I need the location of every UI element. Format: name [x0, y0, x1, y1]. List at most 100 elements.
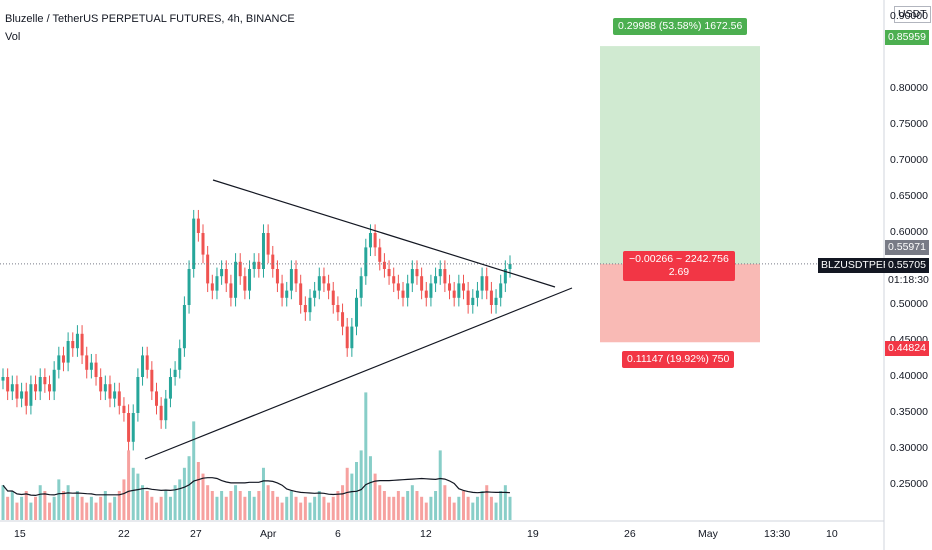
candle-body: [29, 384, 33, 406]
volume-bar: [508, 496, 512, 520]
candle-body: [6, 377, 10, 392]
volume-bar: [127, 450, 131, 520]
candle-body: [378, 247, 382, 262]
candle-body: [429, 283, 433, 298]
candle-body: [80, 333, 84, 356]
candle-body: [136, 377, 140, 413]
time-tick: 22: [118, 528, 130, 540]
candle-body: [10, 384, 14, 392]
volume-bar: [192, 421, 196, 520]
volume-bar: [261, 467, 265, 520]
candle-body: [113, 391, 117, 399]
volume-bar: [113, 496, 117, 520]
candle-body: [210, 283, 214, 291]
volume-bar: [466, 496, 470, 520]
time-tick: 15: [14, 528, 26, 540]
candle-body: [489, 290, 493, 305]
candle-body: [364, 247, 368, 277]
candle-body: [350, 326, 354, 349]
volume-bar: [327, 502, 331, 520]
candle-body: [89, 362, 93, 370]
volume-bar: [229, 491, 233, 520]
volume-bar: [66, 485, 70, 520]
candle-body: [15, 384, 19, 399]
price-tick: 0.90000: [890, 10, 928, 22]
volume-bar: [85, 502, 89, 520]
volume-bar: [34, 496, 38, 520]
volume-bar: [6, 496, 10, 520]
countdown-badge: 01:18:30: [885, 273, 932, 288]
candle-body: [108, 384, 112, 399]
candle-body: [43, 377, 47, 385]
entry-label-line2: 2.69: [668, 266, 690, 278]
volume-bar: [313, 496, 317, 520]
volume-bar: [215, 496, 219, 520]
volume-bar: [378, 485, 382, 520]
volume-bar: [224, 496, 228, 520]
candle-body: [327, 283, 331, 291]
entry-label: −0.00266 ~ 2242.756 2.69: [623, 251, 735, 281]
candle-body: [122, 405, 126, 413]
candle-body: [168, 377, 172, 399]
candle-body: [396, 283, 400, 291]
candle-body: [182, 305, 186, 349]
volume-bar: [38, 485, 42, 520]
volume-bar: [94, 502, 98, 520]
currency-button[interactable]: USDT: [894, 6, 931, 23]
candle-body: [99, 377, 103, 392]
candle-body: [368, 233, 372, 248]
volume-bar: [499, 491, 503, 520]
volume-bar: [210, 491, 214, 520]
time-tick: May: [698, 528, 718, 540]
candle-body: [150, 369, 154, 392]
volume-bar: [178, 479, 182, 520]
volume-bar: [150, 496, 154, 520]
price-tick: 0.65000: [890, 190, 928, 202]
candle-body: [443, 269, 447, 284]
candle-body: [424, 290, 428, 298]
candle-body: [359, 276, 363, 298]
candle-body: [85, 355, 89, 370]
candle-body: [57, 355, 61, 370]
candle-body: [178, 348, 182, 370]
volume-bar: [396, 491, 400, 520]
volume-bar: [494, 502, 498, 520]
volume-bar: [108, 502, 112, 520]
candle-body: [206, 254, 210, 284]
stop-label: 0.11147 (19.92%) 750: [622, 351, 735, 368]
candle-body: [196, 218, 200, 233]
volume-bar: [243, 496, 247, 520]
candle-body: [373, 233, 377, 248]
volume-bar: [182, 467, 186, 520]
time-tick: 10: [826, 528, 838, 540]
candle-body: [192, 218, 196, 269]
volume-bar: [238, 491, 242, 520]
candle-body: [471, 297, 475, 305]
volume-bar: [317, 491, 321, 520]
volume-bar: [136, 473, 140, 520]
candle-body: [299, 283, 303, 305]
candle-body: [438, 269, 442, 277]
candle-body: [322, 276, 326, 284]
volume-bar: [280, 502, 284, 520]
candle-body: [480, 276, 484, 291]
current-price-badge: 0.55705: [885, 258, 929, 273]
volume-bar: [99, 496, 103, 520]
candle-body: [355, 297, 359, 327]
volume-bar: [43, 491, 47, 520]
candle-body: [164, 398, 168, 421]
volume-bar: [48, 502, 52, 520]
volume-bar: [424, 502, 428, 520]
candle-body: [48, 384, 52, 392]
volume-bar: [266, 485, 270, 520]
candle-body: [341, 312, 345, 327]
candle-body: [261, 233, 265, 269]
volume-bar: [299, 502, 303, 520]
volume-bar: [10, 491, 14, 520]
volume-bar: [285, 496, 289, 520]
volume-bar: [103, 491, 107, 520]
target-label: 0.29988 (53.58%) 1672.56: [613, 18, 748, 35]
candle-body: [387, 269, 391, 277]
candle-body: [252, 261, 256, 269]
